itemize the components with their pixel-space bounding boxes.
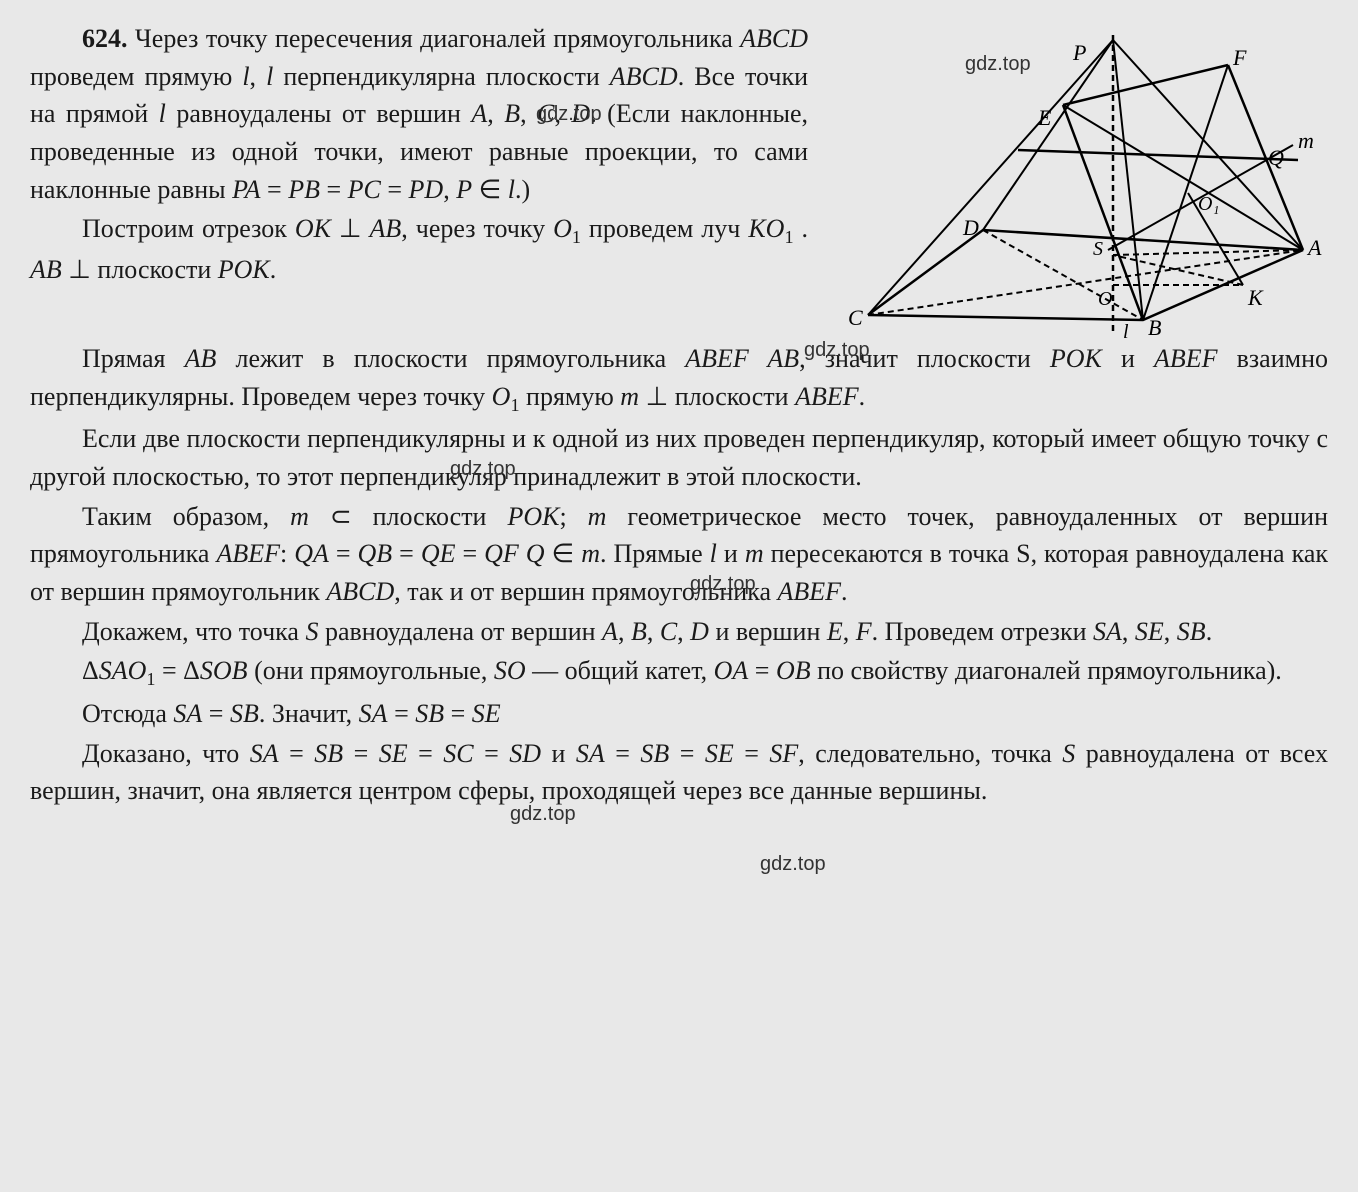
paragraph-5: Таким образом, m ⊂ плоскости POK; m геом… (30, 498, 1328, 611)
watermark-2: gdz.top (536, 100, 602, 129)
document-content: P F E Q m D A S O₁ C O K B l 624. Через … (30, 20, 1328, 810)
label-l: l (1123, 321, 1129, 340)
paragraph-7: ΔSAO1 = ΔSOB (они прямоугольные, SO — об… (30, 652, 1328, 693)
diagram-svg: P F E Q m D A S O₁ C O K B l (828, 30, 1328, 340)
p1-text: Через точку пересечения диагоналей прямо… (30, 24, 808, 204)
label-C: C (848, 305, 863, 330)
watermark-7: gdz.top (760, 850, 826, 879)
watermark-6: gdz.top (510, 800, 576, 829)
paragraph-9: Доказано, что SA = SB = SE = SC = SD и S… (30, 735, 1328, 810)
label-P: P (1072, 40, 1086, 65)
paragraph-4: Если две плоскости перпендикулярны и к о… (30, 420, 1328, 495)
label-m: m (1298, 128, 1314, 153)
geometry-diagram: P F E Q m D A S O₁ C O K B l (828, 30, 1328, 340)
paragraph-3: Прямая AB лежит в плоскости прямоугольни… (30, 340, 1328, 418)
label-K: K (1247, 285, 1264, 310)
label-O1: O₁ (1198, 193, 1219, 215)
label-E: E (1037, 105, 1052, 130)
problem-number: 624. (82, 24, 128, 53)
watermark-3: gdz.top (804, 336, 870, 365)
paragraph-8: Отсюда SA = SB. Значит, SA = SB = SE (30, 695, 1328, 733)
label-D: D (962, 215, 979, 240)
label-S: S (1093, 238, 1103, 260)
watermark-1: gdz.top (965, 50, 1031, 79)
label-A: A (1306, 235, 1322, 260)
label-B: B (1148, 315, 1161, 340)
watermark-5: gdz.top (690, 570, 756, 599)
label-F: F (1232, 45, 1247, 70)
label-Q: Q (1268, 145, 1284, 170)
label-O: O (1098, 288, 1112, 310)
watermark-4: gdz.top (450, 455, 516, 484)
paragraph-6: Докажем, что точка S равноудалена от вер… (30, 613, 1328, 651)
